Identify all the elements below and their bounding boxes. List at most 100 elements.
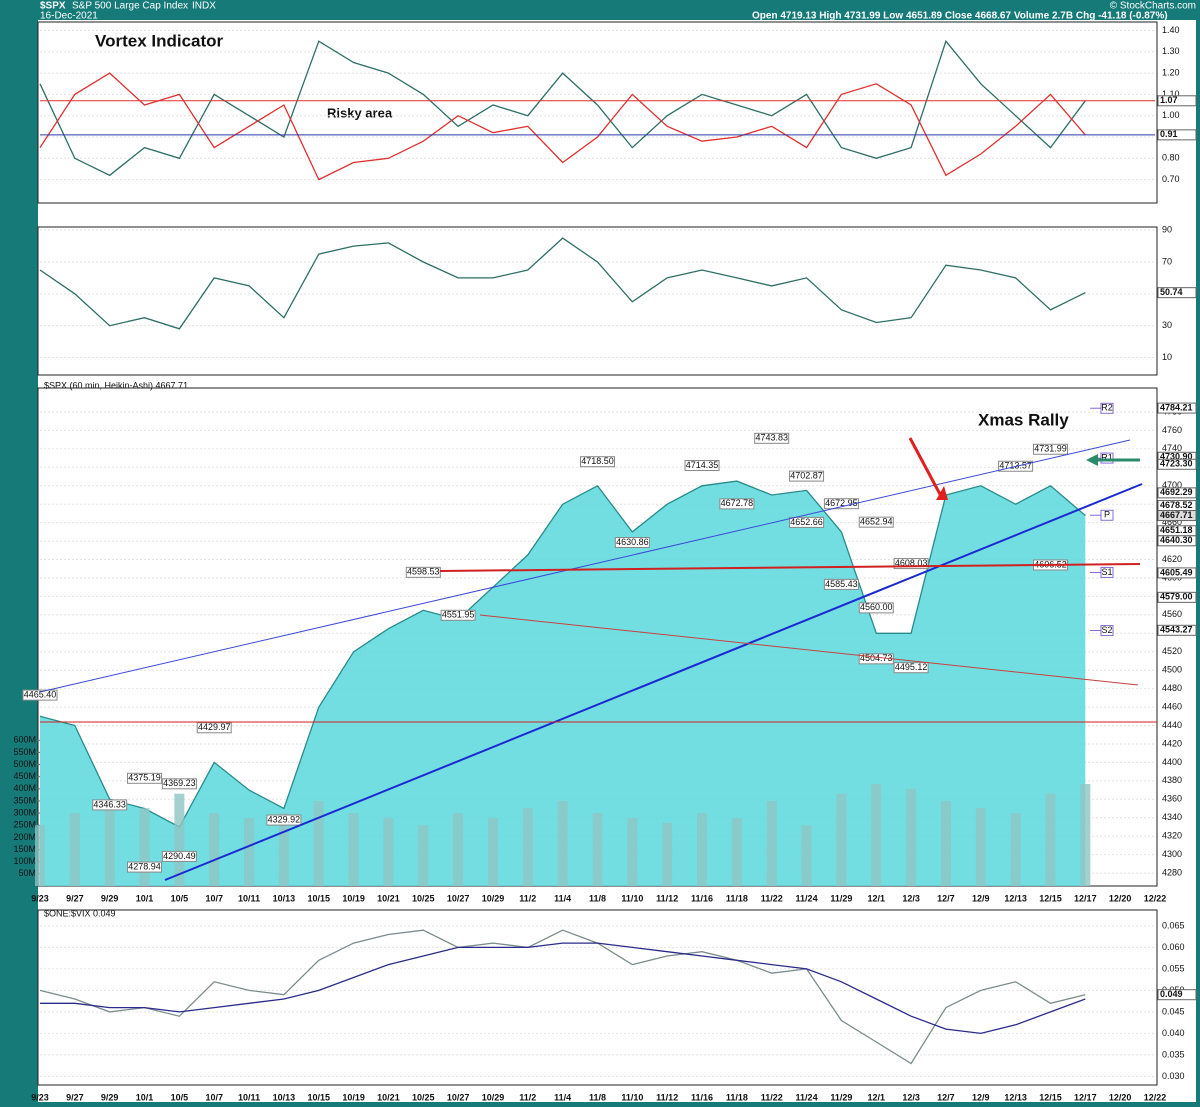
value-tag-label: 4605.49 <box>1160 567 1193 577</box>
trendline <box>479 614 1139 686</box>
value-tag-label: 50.74 <box>1160 287 1183 297</box>
volume-bar <box>801 825 812 886</box>
x-tick-label: 10/11 <box>238 893 260 903</box>
series-line <box>39 929 1086 1065</box>
value-tag <box>1157 989 1197 1001</box>
volume-bar <box>104 800 115 886</box>
price-label: 4429.97 <box>198 722 231 732</box>
x-tick-label: 11/18 <box>726 1092 748 1102</box>
x-tick-label: 10/7 <box>205 893 223 903</box>
x-tick-label: 10/15 <box>307 1092 330 1102</box>
y-tick-label: 4460 <box>1162 701 1182 711</box>
volume-bar <box>139 808 150 886</box>
price-label-box <box>823 578 859 590</box>
volume-bar <box>592 813 603 886</box>
value-tag-label: 4651.18 <box>1160 525 1193 535</box>
x-tick-label: 11/22 <box>761 893 783 903</box>
y-tick-label: 4700 <box>1162 480 1182 490</box>
y-tick-label: 4420 <box>1162 738 1182 748</box>
pivot-box <box>1100 566 1114 578</box>
value-tag-label: 4730.90 <box>1160 452 1193 462</box>
x-tick-label: 12/13 <box>1004 893 1027 903</box>
y-tick-label: 4480 <box>1162 683 1182 693</box>
series-line <box>40 942 1086 1035</box>
y2-tick-label: 450M <box>13 771 36 781</box>
volume-bar <box>69 813 80 886</box>
value-tag <box>1157 567 1197 579</box>
y-tick-label: 1.10 <box>1162 89 1180 99</box>
x-tick-label: 12/9 <box>972 893 990 903</box>
y-tick-label: 4760 <box>1162 425 1182 435</box>
price-label: 4608.03 <box>895 558 928 568</box>
volume-bar <box>836 793 847 886</box>
price-label-box <box>858 516 894 528</box>
x-tick-label: 10/21 <box>377 1092 400 1102</box>
y-tick-label: 1.30 <box>1162 46 1180 56</box>
annotation: Xmas Rally <box>978 410 1069 429</box>
exchange: INDX <box>192 1 216 12</box>
series-line <box>39 72 1086 181</box>
x-tick-label: 12/20 <box>1109 1092 1132 1102</box>
symbol-name: S&P 500 Large Cap Index <box>72 1 188 12</box>
x-tick-label: 12/20 <box>1109 893 1132 903</box>
series-line <box>39 39 1086 177</box>
y2-tick-label: 600M <box>13 735 36 745</box>
x-tick-label: 11/16 <box>691 893 713 903</box>
price-label-box <box>405 566 441 578</box>
price-label: 4731.99 <box>1034 444 1067 454</box>
y2-tick-label: 250M <box>13 820 36 830</box>
price-label-box <box>789 470 825 482</box>
y2-tick-label: 100M <box>13 856 36 866</box>
x-tick-label: 12/1 <box>867 1092 885 1102</box>
price-label-box <box>196 722 232 734</box>
price-label-box <box>684 460 720 472</box>
price-label: 4346.33 <box>93 799 126 809</box>
price-label-box <box>127 861 163 873</box>
y-tick-label: 4500 <box>1162 665 1182 675</box>
y2-tick-label: 200M <box>13 832 36 842</box>
arrow <box>908 437 944 499</box>
x-tick-label: 10/5 <box>171 1092 189 1102</box>
price-label-box <box>893 558 929 570</box>
volume-bar <box>1010 813 1021 886</box>
volume-bar <box>418 825 429 886</box>
price-label: 4560.00 <box>860 602 893 612</box>
x-tick-label: 10/13 <box>273 893 296 903</box>
volume-bar <box>487 817 498 886</box>
x-tick-label: 10/19 <box>342 1092 365 1102</box>
pivot-label: P <box>1104 510 1110 520</box>
volume-bar <box>557 800 568 886</box>
value-tag <box>1157 129 1197 141</box>
value-tag-label: 4678.52 <box>1160 500 1193 510</box>
y2-tick-label: 500M <box>13 759 36 769</box>
x-tick-label: 12/15 <box>1039 893 1062 903</box>
volume-bar <box>1080 783 1091 886</box>
volume-bar <box>348 813 359 886</box>
volume-bar <box>627 817 638 886</box>
y-tick-label: 0.035 <box>1162 1049 1185 1059</box>
price-label: 4278.94 <box>128 861 161 871</box>
x-tick-label: 10/1 <box>136 1092 154 1102</box>
x-tick-label: 12/7 <box>937 893 955 903</box>
x-tick-label: 12/3 <box>902 893 920 903</box>
price-label: 4630.86 <box>616 537 649 547</box>
panel-frame <box>37 909 1158 1086</box>
price-label-box <box>893 662 929 674</box>
x-tick-label: 9/27 <box>66 893 84 903</box>
y-tick-label: 4440 <box>1162 720 1182 730</box>
pivot-label: S1 <box>1101 567 1112 577</box>
price-label: 4598.53 <box>407 567 440 577</box>
price-label: 4652.94 <box>860 517 893 527</box>
volume-bar <box>731 817 742 886</box>
price-label: 4369.23 <box>163 778 196 788</box>
x-tick-label: 9/29 <box>101 1092 119 1102</box>
x-tick-label: 9/29 <box>101 893 119 903</box>
price-label-box <box>614 537 650 549</box>
value-tag-label: 4784.21 <box>1160 402 1193 412</box>
x-tick-label: 12/13 <box>1004 1092 1027 1102</box>
y-tick-label: 30 <box>1162 320 1172 330</box>
price-label-box <box>719 498 755 510</box>
x-tick-label: 10/27 <box>447 893 470 903</box>
price-label: 4702.87 <box>790 470 823 480</box>
